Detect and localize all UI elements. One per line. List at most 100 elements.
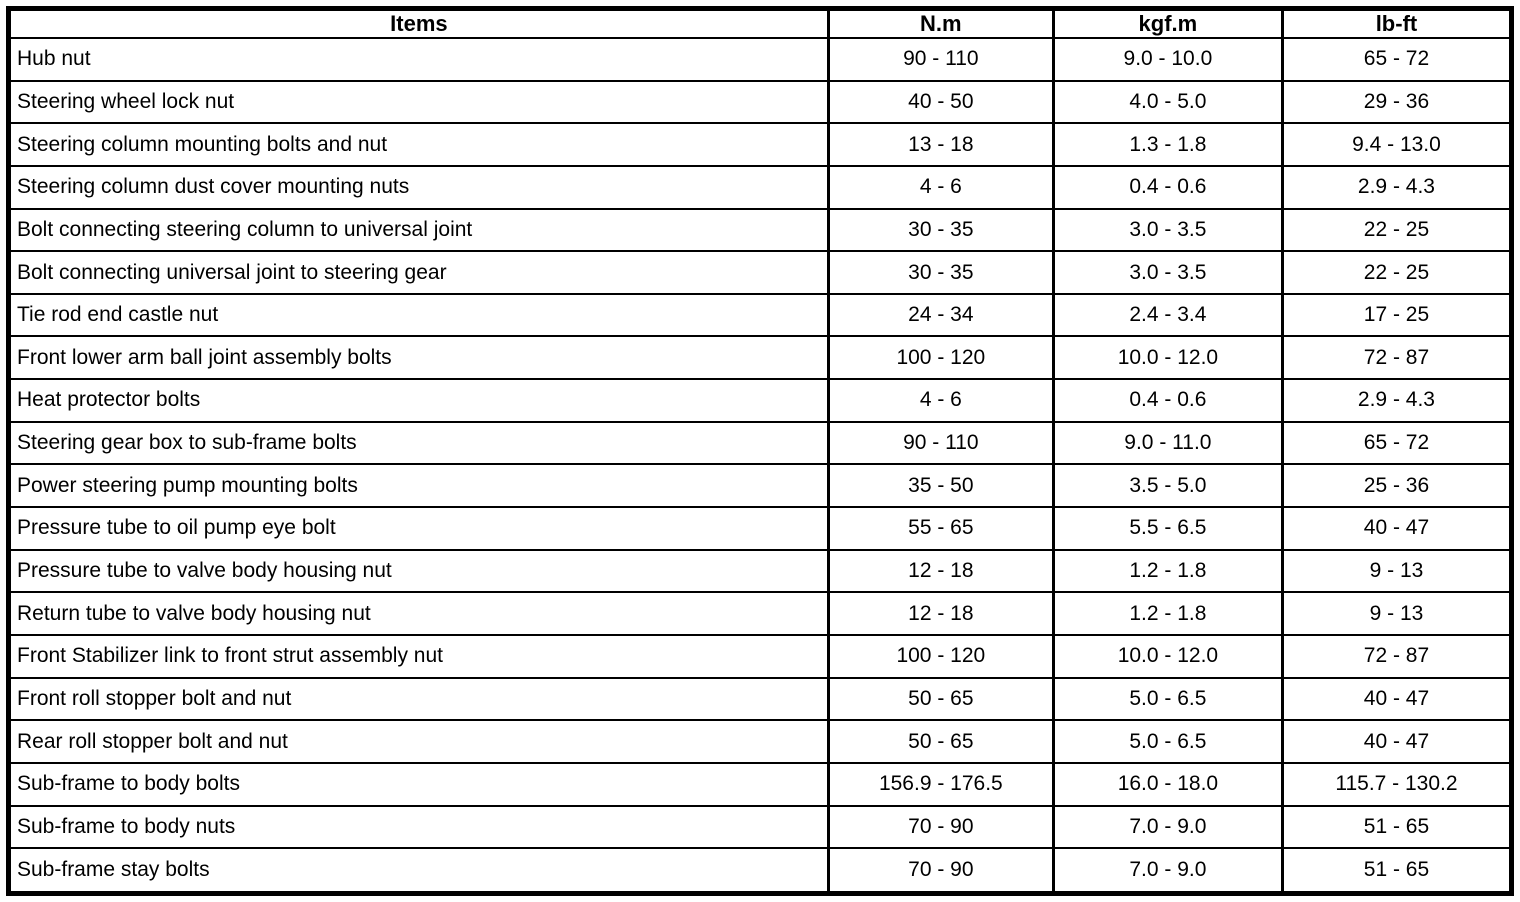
column-header-items: Items bbox=[7, 7, 830, 39]
table-row: Steering column mounting bolts and nut 1… bbox=[7, 122, 1514, 167]
nm-cell: 30 - 35 bbox=[826, 207, 1055, 253]
item-cell: Rear roll stopper bolt and nut bbox=[7, 719, 830, 764]
kgfm-cell: 5.0 - 6.5 bbox=[1051, 676, 1284, 722]
nm-cell: 40 - 50 bbox=[826, 79, 1055, 125]
lbft-cell: 65 - 72 bbox=[1280, 420, 1514, 466]
kgfm-cell: 3.0 - 3.5 bbox=[1051, 207, 1284, 253]
column-header-lbft: lb-ft bbox=[1280, 7, 1514, 39]
column-header-nm: N.m bbox=[826, 7, 1055, 39]
lbft-cell: 40 - 47 bbox=[1280, 506, 1514, 551]
nm-cell: 100 - 120 bbox=[826, 633, 1055, 679]
table-row: Front roll stopper bolt and nut 50 - 65 … bbox=[7, 676, 1514, 722]
table-row: Hub nut 90 - 110 9.0 - 10.0 65 - 72 bbox=[7, 37, 1514, 82]
item-cell: Sub-frame stay bolts bbox=[7, 847, 830, 895]
table-row: Front Stabilizer link to front strut ass… bbox=[7, 633, 1514, 679]
table-row: Pressure tube to oil pump eye bolt 55 - … bbox=[7, 506, 1514, 551]
item-cell: Steering gear box to sub-frame bolts bbox=[7, 420, 830, 466]
lbft-cell: 40 - 47 bbox=[1280, 676, 1514, 722]
lbft-cell: 72 - 87 bbox=[1280, 633, 1514, 679]
table-row: Sub-frame to body nuts 70 - 90 7.0 - 9.0… bbox=[7, 804, 1514, 850]
table-row: Bolt connecting steering column to unive… bbox=[7, 207, 1514, 253]
nm-cell: 90 - 110 bbox=[826, 37, 1055, 82]
nm-cell: 50 - 65 bbox=[826, 719, 1055, 764]
kgfm-cell: 10.0 - 12.0 bbox=[1051, 335, 1284, 381]
item-cell: Tie rod end castle nut bbox=[7, 292, 830, 338]
lbft-cell: 65 - 72 bbox=[1280, 37, 1514, 82]
table-row: Return tube to valve body housing nut 12… bbox=[7, 591, 1514, 636]
kgfm-cell: 3.0 - 3.5 bbox=[1051, 250, 1284, 295]
kgfm-cell: 0.4 - 0.6 bbox=[1051, 378, 1284, 423]
lbft-cell: 9 - 13 bbox=[1280, 548, 1514, 594]
kgfm-cell: 0.4 - 0.6 bbox=[1051, 164, 1284, 210]
header-row: Items N.m kgf.m lb-ft bbox=[7, 7, 1514, 39]
lbft-cell: 115.7 - 130.2 bbox=[1280, 761, 1514, 807]
lbft-cell: 9.4 - 13.0 bbox=[1280, 122, 1514, 167]
item-cell: Sub-frame to body bolts bbox=[7, 761, 830, 807]
kgfm-cell: 2.4 - 3.4 bbox=[1051, 292, 1284, 338]
item-cell: Hub nut bbox=[7, 37, 830, 82]
lbft-cell: 17 - 25 bbox=[1280, 292, 1514, 338]
item-cell: Bolt connecting universal joint to steer… bbox=[7, 250, 830, 295]
lbft-cell: 9 - 13 bbox=[1280, 591, 1514, 636]
item-cell: Steering column dust cover mounting nuts bbox=[7, 164, 830, 210]
item-cell: Return tube to valve body housing nut bbox=[7, 591, 830, 636]
kgfm-cell: 10.0 - 12.0 bbox=[1051, 633, 1284, 679]
nm-cell: 35 - 50 bbox=[826, 463, 1055, 509]
nm-cell: 90 - 110 bbox=[826, 420, 1055, 466]
nm-cell: 50 - 65 bbox=[826, 676, 1055, 722]
table-row: Steering gear box to sub-frame bolts 90 … bbox=[7, 420, 1514, 466]
table-row: Steering wheel lock nut 40 - 50 4.0 - 5.… bbox=[7, 79, 1514, 125]
table-row: Rear roll stopper bolt and nut 50 - 65 5… bbox=[7, 719, 1514, 764]
nm-cell: 156.9 - 176.5 bbox=[826, 761, 1055, 807]
nm-cell: 70 - 90 bbox=[826, 804, 1055, 850]
lbft-cell: 40 - 47 bbox=[1280, 719, 1514, 764]
table-row: Power steering pump mounting bolts 35 - … bbox=[7, 463, 1514, 509]
item-cell: Heat protector bolts bbox=[7, 378, 830, 423]
item-cell: Steering column mounting bolts and nut bbox=[7, 122, 830, 167]
table-row: Sub-frame stay bolts 70 - 90 7.0 - 9.0 5… bbox=[7, 847, 1514, 895]
lbft-cell: 72 - 87 bbox=[1280, 335, 1514, 381]
lbft-cell: 51 - 65 bbox=[1280, 847, 1514, 895]
nm-cell: 30 - 35 bbox=[826, 250, 1055, 295]
kgfm-cell: 9.0 - 11.0 bbox=[1051, 420, 1284, 466]
item-cell: Pressure tube to oil pump eye bolt bbox=[7, 506, 830, 551]
item-cell: Power steering pump mounting bolts bbox=[7, 463, 830, 509]
kgfm-cell: 5.5 - 6.5 bbox=[1051, 506, 1284, 551]
nm-cell: 24 - 34 bbox=[826, 292, 1055, 338]
torque-spec-table: Items N.m kgf.m lb-ft Hub nut 90 - 110 9… bbox=[6, 6, 1514, 896]
kgfm-cell: 16.0 - 18.0 bbox=[1051, 761, 1284, 807]
table-row: Front lower arm ball joint assembly bolt… bbox=[7, 335, 1514, 381]
kgfm-cell: 1.3 - 1.8 bbox=[1051, 122, 1284, 167]
column-header-kgfm: kgf.m bbox=[1051, 7, 1284, 39]
item-cell: Steering wheel lock nut bbox=[7, 79, 830, 125]
nm-cell: 4 - 6 bbox=[826, 378, 1055, 423]
kgfm-cell: 7.0 - 9.0 bbox=[1051, 804, 1284, 850]
lbft-cell: 22 - 25 bbox=[1280, 207, 1514, 253]
nm-cell: 12 - 18 bbox=[826, 548, 1055, 594]
kgfm-cell: 4.0 - 5.0 bbox=[1051, 79, 1284, 125]
lbft-cell: 51 - 65 bbox=[1280, 804, 1514, 850]
item-cell: Front Stabilizer link to front strut ass… bbox=[7, 633, 830, 679]
kgfm-cell: 9.0 - 10.0 bbox=[1051, 37, 1284, 82]
lbft-cell: 2.9 - 4.3 bbox=[1280, 164, 1514, 210]
item-cell: Front lower arm ball joint assembly bolt… bbox=[7, 335, 830, 381]
lbft-cell: 25 - 36 bbox=[1280, 463, 1514, 509]
kgfm-cell: 1.2 - 1.8 bbox=[1051, 548, 1284, 594]
table-row: Bolt connecting universal joint to steer… bbox=[7, 250, 1514, 295]
kgfm-cell: 7.0 - 9.0 bbox=[1051, 847, 1284, 895]
nm-cell: 12 - 18 bbox=[826, 591, 1055, 636]
nm-cell: 4 - 6 bbox=[826, 164, 1055, 210]
kgfm-cell: 5.0 - 6.5 bbox=[1051, 719, 1284, 764]
table-row: Sub-frame to body bolts 156.9 - 176.5 16… bbox=[7, 761, 1514, 807]
nm-cell: 55 - 65 bbox=[826, 506, 1055, 551]
lbft-cell: 22 - 25 bbox=[1280, 250, 1514, 295]
table-row: Heat protector bolts 4 - 6 0.4 - 0.6 2.9… bbox=[7, 378, 1514, 423]
nm-cell: 13 - 18 bbox=[826, 122, 1055, 167]
item-cell: Sub-frame to body nuts bbox=[7, 804, 830, 850]
item-cell: Bolt connecting steering column to unive… bbox=[7, 207, 830, 253]
table-row: Steering column dust cover mounting nuts… bbox=[7, 164, 1514, 210]
item-cell: Pressure tube to valve body housing nut bbox=[7, 548, 830, 594]
kgfm-cell: 1.2 - 1.8 bbox=[1051, 591, 1284, 636]
kgfm-cell: 3.5 - 5.0 bbox=[1051, 463, 1284, 509]
